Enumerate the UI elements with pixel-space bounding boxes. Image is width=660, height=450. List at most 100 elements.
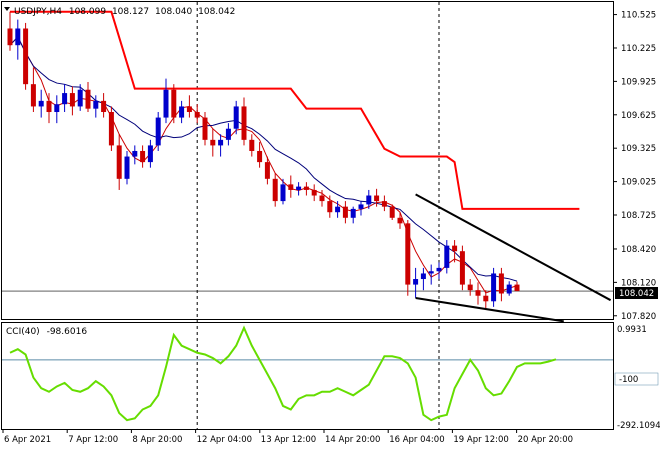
cci-level-tag (614, 372, 659, 386)
candle (514, 281, 520, 292)
candle (350, 206, 356, 224)
candle (405, 220, 411, 296)
time-tick-label: 6 Apr 2021 (4, 435, 51, 445)
candle-body (171, 89, 177, 118)
candle (233, 100, 239, 135)
candle-body (30, 84, 36, 107)
cci-header: CCI(40) -98.6016 (6, 327, 87, 337)
candle (280, 178, 286, 205)
wedge-lower-line[interactable] (415, 296, 564, 323)
candle (202, 112, 208, 146)
candle-body (38, 100, 44, 107)
candle (288, 175, 294, 198)
candle (459, 245, 465, 291)
candle-body (506, 284, 512, 294)
candle-body (374, 195, 380, 202)
candle-body (514, 284, 520, 292)
candle-body (296, 186, 302, 190)
candle (69, 86, 75, 116)
candle-body (467, 284, 473, 291)
candle-body (397, 217, 403, 224)
price-axis: 110.525 110.225 109.925 109.625 109.325 109.0… (613, 11, 656, 322)
candle-body (7, 28, 13, 46)
cci-top-label: 0.9931 (617, 325, 647, 335)
candle-body (210, 139, 216, 146)
candle-body (194, 112, 200, 118)
candle-body (475, 290, 481, 296)
open-value: 108.099 (69, 7, 106, 17)
price-tick-label: 107.820 (621, 312, 656, 322)
candle-body (257, 150, 263, 163)
price-tick-label: 108.420 (621, 245, 656, 255)
candle (436, 262, 442, 280)
candle (506, 281, 512, 296)
candle-body (101, 100, 107, 113)
candle-body (311, 189, 317, 196)
cci-panel-frame (1, 322, 614, 430)
candle-body (77, 89, 83, 107)
symbol-dropdown-icon[interactable] (4, 7, 10, 11)
candle (85, 81, 91, 113)
candle-body (249, 139, 255, 151)
price-tick-label: 109.025 (621, 178, 656, 188)
wedge-upper-line[interactable] (415, 193, 612, 302)
candle (132, 145, 138, 165)
candle-body (452, 245, 458, 252)
wedge-trendlines[interactable] (415, 193, 612, 323)
moving-averages (9, 35, 518, 294)
candle (483, 290, 489, 310)
price-tick-label: 109.325 (621, 144, 656, 154)
cci-indicator (2, 325, 613, 422)
candle (241, 97, 247, 146)
candle (147, 139, 153, 168)
candle-body (218, 139, 224, 146)
candle-body (163, 89, 169, 118)
candle-body (241, 106, 247, 140)
candle-body (46, 100, 52, 113)
candle (389, 204, 395, 221)
candle-body (498, 273, 504, 294)
symbol-label: USDJPY,H4 (14, 7, 62, 17)
candle (186, 95, 192, 118)
candle (319, 189, 325, 207)
candle-body (155, 117, 161, 146)
candle-body (272, 178, 278, 202)
time-tick-label: 13 Apr 12:00 (261, 435, 316, 445)
price-tick-label: 109.625 (621, 111, 656, 121)
candle (342, 201, 348, 224)
candle (303, 182, 309, 196)
candle-body (335, 206, 341, 213)
candle (264, 156, 270, 185)
high-value: 108.127 (112, 7, 149, 17)
candle-body (366, 195, 372, 205)
candle-body (202, 117, 208, 140)
price-panel-frame (1, 1, 614, 320)
candle (381, 195, 387, 212)
candle-body (108, 112, 114, 146)
time-tick-label: 7 Apr 12:00 (68, 435, 118, 445)
candle-body (459, 251, 465, 285)
candle (101, 93, 107, 118)
cci-value: -98.6016 (47, 327, 88, 337)
candle-body (62, 93, 68, 105)
time-tick-label: 16 Apr 04:00 (389, 435, 444, 445)
candle (374, 188, 380, 207)
time-tick-label: 14 Apr 20:00 (325, 435, 380, 445)
cci-line (9, 325, 557, 422)
candle-body (358, 204, 364, 209)
candle (272, 173, 278, 207)
candle (467, 279, 473, 296)
candle-body (140, 150, 146, 163)
time-axis: 6 Apr 2021 7 Apr 12:00 8 Apr 20:00 12 Apr 0… (2, 429, 573, 445)
candle-body (420, 273, 426, 280)
candle (249, 134, 255, 157)
candle-body (280, 184, 286, 202)
candle (62, 84, 68, 113)
candle (163, 78, 169, 124)
cci-bottom-label: -292.1094 (617, 421, 660, 431)
candle (491, 267, 497, 307)
candle-body (225, 128, 231, 140)
candle (140, 145, 146, 168)
current-price-label: 108.042 (619, 289, 654, 299)
